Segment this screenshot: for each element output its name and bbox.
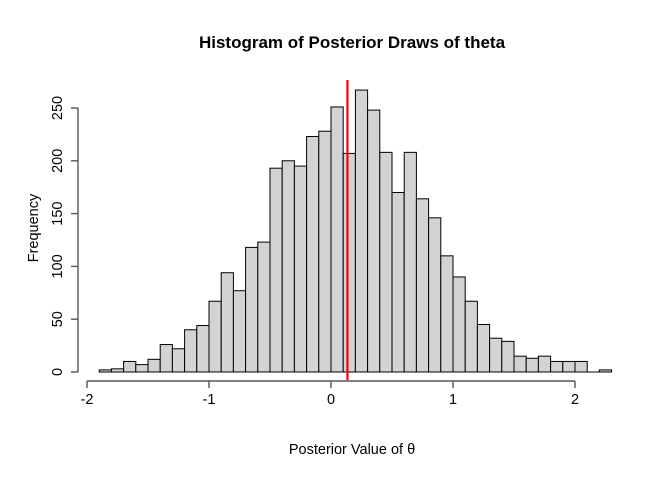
histogram-bar [489, 337, 503, 373]
histogram-bar [257, 241, 271, 373]
chart-title: Histogram of Posterior Draws of theta [198, 33, 506, 52]
histogram-bar [562, 360, 576, 373]
histogram-bar [501, 340, 515, 373]
histogram-bar [367, 109, 381, 373]
histogram-bar [196, 325, 210, 373]
y-tick-label: 250 [50, 96, 66, 120]
histogram-bar [379, 151, 393, 373]
x-tick-label: -1 [203, 392, 216, 408]
histogram-bar [98, 369, 112, 373]
histogram-bar [123, 360, 137, 373]
histogram-bar [245, 246, 259, 373]
x-tick-label: 0 [327, 392, 335, 408]
histogram-bar [220, 272, 234, 373]
histogram-bar [281, 160, 295, 373]
y-axis-label: Frequency [26, 193, 42, 263]
x-axis-label: Posterior Value of θ [288, 442, 416, 458]
x-tick-label: 2 [571, 392, 579, 408]
histogram-bar [440, 255, 454, 373]
histogram-bar [403, 151, 417, 373]
histogram-bar [537, 355, 552, 373]
histogram-bar [110, 368, 125, 373]
histogram-bar [550, 360, 564, 373]
histogram-bar [415, 198, 430, 373]
y-tick-label: 100 [50, 254, 66, 278]
y-tick-label: 0 [50, 368, 66, 376]
histogram-bar [598, 369, 613, 373]
histogram-bar [293, 165, 308, 373]
histogram-bar [208, 300, 222, 373]
histogram-bar [513, 355, 527, 373]
histogram-bar [330, 106, 344, 373]
histogram-bar [318, 130, 332, 373]
histogram-bar [574, 360, 588, 373]
histogram-bar [269, 167, 283, 373]
histogram-bar [147, 358, 161, 373]
histogram-bar [171, 348, 186, 373]
y-tick-label: 200 [50, 149, 66, 173]
histogram-bar [464, 300, 478, 373]
histogram-bar [452, 276, 466, 373]
histogram-bar [135, 364, 149, 373]
histogram-bar [476, 323, 491, 373]
histogram-bar [391, 191, 405, 373]
y-tick-label: 150 [50, 201, 66, 225]
histogram-bar [232, 290, 247, 373]
histogram-bar [306, 136, 320, 373]
x-tick-label: -2 [81, 392, 94, 408]
histogram-bar [525, 357, 539, 373]
histogram-bar [342, 152, 356, 373]
histogram-bar [354, 89, 369, 373]
histogram-bar [184, 329, 198, 373]
histogram-bar [159, 344, 173, 373]
histogram-bar [428, 217, 442, 373]
y-tick-label: 50 [50, 311, 66, 327]
x-tick-label: 1 [449, 392, 457, 408]
